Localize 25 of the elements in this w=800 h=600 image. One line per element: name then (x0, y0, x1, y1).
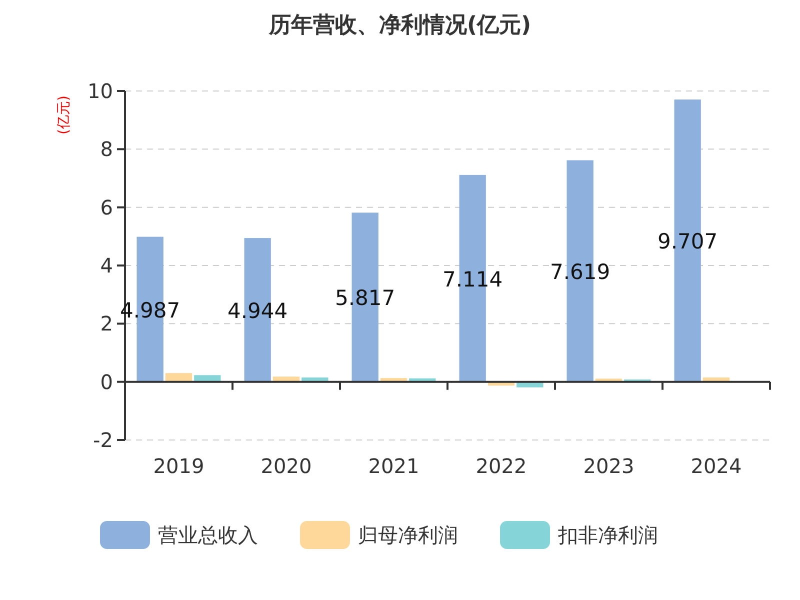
y-tick-label: 4 (100, 254, 113, 278)
y-tick-label: -2 (93, 428, 113, 452)
x-tick-label: 2019 (153, 454, 204, 478)
y-axis-title: (亿元) (56, 96, 72, 134)
y-tick-label: 6 (100, 195, 113, 220)
y-tick-label: 0 (100, 370, 113, 394)
data-label: 9.707 (658, 230, 718, 254)
x-tick-label: 2023 (583, 454, 634, 478)
x-tick-label: 2024 (690, 454, 742, 478)
x-tick-label: 2022 (476, 454, 527, 478)
chart-title: 历年营收、净利情况(亿元) (268, 13, 532, 38)
data-label: 7.619 (550, 260, 610, 284)
data-label: 7.114 (442, 267, 503, 292)
y-tick-label: 8 (100, 137, 113, 162)
bar (165, 373, 192, 382)
legend-label: 扣非净利润 (557, 523, 658, 547)
x-tick-label: 2020 (260, 454, 312, 478)
legend-label: 归母净利润 (358, 523, 458, 547)
data-label: 4.944 (228, 298, 288, 323)
legend-label: 营业总收入 (158, 523, 258, 547)
data-label: 5.817 (335, 286, 396, 310)
y-tick-label: 10 (88, 79, 113, 103)
bar (194, 375, 221, 382)
y-tick-label: 2 (100, 312, 113, 336)
x-tick-label: 2021 (368, 454, 420, 478)
